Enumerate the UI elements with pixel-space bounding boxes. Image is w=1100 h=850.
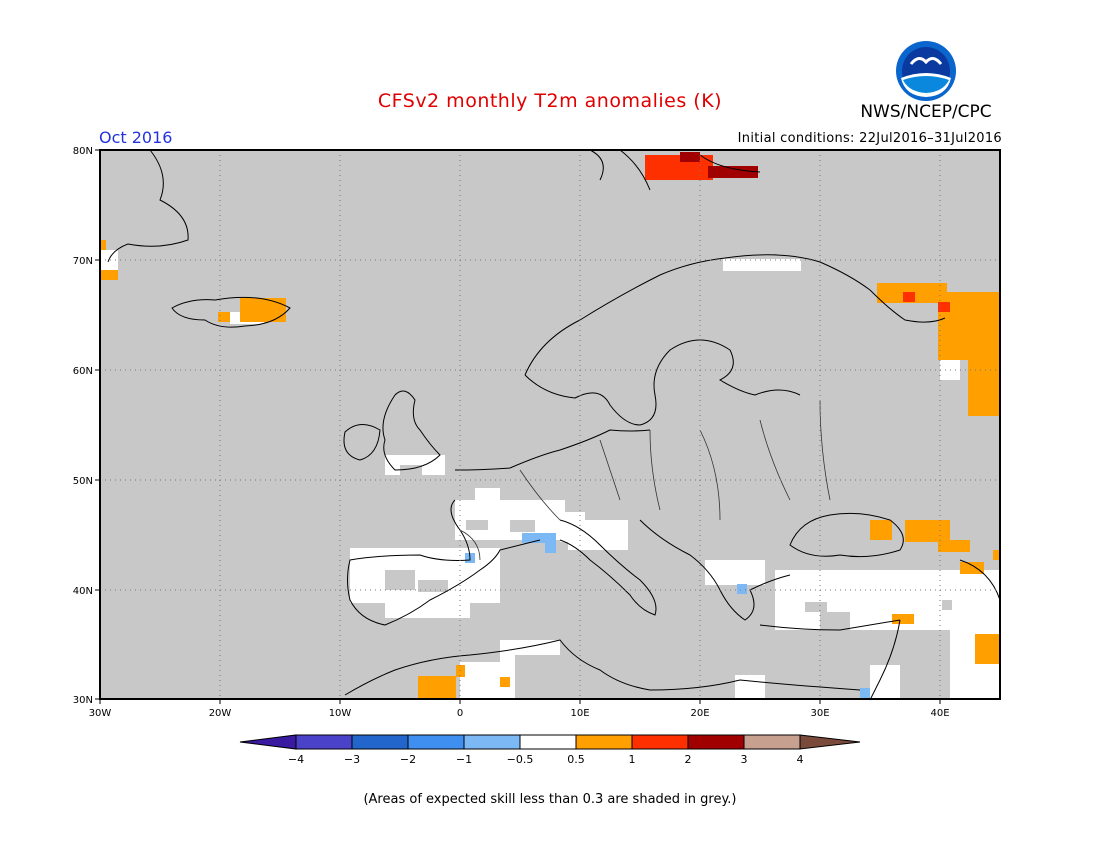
lat-label: 50N xyxy=(73,476,93,487)
noaa-logo xyxy=(896,41,956,101)
agency-label: NWS/NCEP/CPC xyxy=(860,102,992,122)
colorbar-tick: 0.5 xyxy=(567,753,585,766)
lon-label: 30W xyxy=(89,708,112,719)
colorbar-tick: −0.5 xyxy=(507,753,534,766)
lon-label: 20W xyxy=(209,708,232,719)
skill-footnote: (Areas of expected skill less than 0.3 a… xyxy=(363,792,737,807)
gridlines xyxy=(100,150,1000,699)
coastlines xyxy=(107,149,1001,701)
lat-label: 30N xyxy=(73,695,93,706)
colorbar xyxy=(239,734,861,750)
colorbar-tick: −2 xyxy=(400,753,416,766)
map-title: CFSv2 monthly T2m anomalies (K) xyxy=(377,90,723,112)
initial-conditions: Initial conditions: 22Jul2016–31Jul2016 xyxy=(737,131,1002,146)
colorbar-right-arrow xyxy=(799,734,861,750)
colorbar-tick: 3 xyxy=(741,753,748,766)
colorbar-tick: 4 xyxy=(797,753,804,766)
lon-label: 10W xyxy=(329,708,352,719)
lat-label: 70N xyxy=(73,256,93,267)
colorbar-tick: 1 xyxy=(629,753,636,766)
axis-ticks xyxy=(95,149,941,704)
colorbar-tick: −1 xyxy=(456,753,472,766)
lon-label: 10E xyxy=(570,708,589,719)
map-frame xyxy=(99,149,1001,700)
lon-label: 40E xyxy=(930,708,949,719)
lon-label: 30E xyxy=(810,708,829,719)
lat-label: 80N xyxy=(73,146,93,157)
lat-label: 40N xyxy=(73,586,93,597)
valid-month: Oct 2016 xyxy=(99,128,173,147)
colorbar-left-arrow xyxy=(239,734,297,750)
lon-label: 20E xyxy=(690,708,709,719)
colorbar-tick: −3 xyxy=(344,753,360,766)
colorbar-tick: 2 xyxy=(685,753,692,766)
lat-label: 60N xyxy=(73,366,93,377)
colorbar-tick: −4 xyxy=(288,753,304,766)
anomaly-cells xyxy=(100,152,1000,700)
lon-label: 0 xyxy=(457,708,463,719)
